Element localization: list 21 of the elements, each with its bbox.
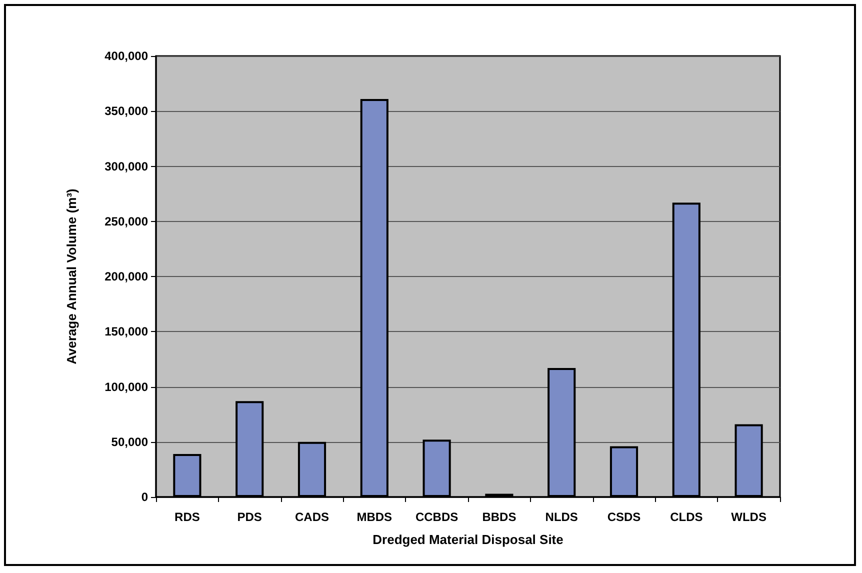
x-tick-label: NLDS <box>545 510 578 524</box>
x-tick-label: BBDS <box>482 510 516 524</box>
y-axis-title: Average Annual Volume (m³) <box>64 188 79 364</box>
y-tick-label: 250,000 <box>104 214 148 228</box>
y-tick-label: 0 <box>141 490 148 504</box>
x-tick-label: RDS <box>174 510 200 524</box>
y-tick-label: 400,000 <box>104 49 148 63</box>
x-tick-label: CCBDS <box>415 510 458 524</box>
y-tick-label: 300,000 <box>104 159 148 174</box>
x-tick-label: WLDS <box>731 510 766 524</box>
x-tick-label: MBDS <box>356 510 392 524</box>
y-tick-label: 200,000 <box>104 270 148 284</box>
x-tick-label: PDS <box>237 510 262 524</box>
x-tick-label: CADS <box>294 510 330 524</box>
x-axis-title: Dredged Material Disposal Site <box>372 532 564 547</box>
x-tick-label: CLDS <box>670 510 703 524</box>
y-tick-label: 350,000 <box>104 104 148 118</box>
y-tick-label: 50,000 <box>111 434 148 449</box>
y-tick-label: 100,000 <box>104 380 148 394</box>
x-tick-label: CSDS <box>607 510 641 524</box>
y-tick-label: 150,000 <box>104 324 148 339</box>
